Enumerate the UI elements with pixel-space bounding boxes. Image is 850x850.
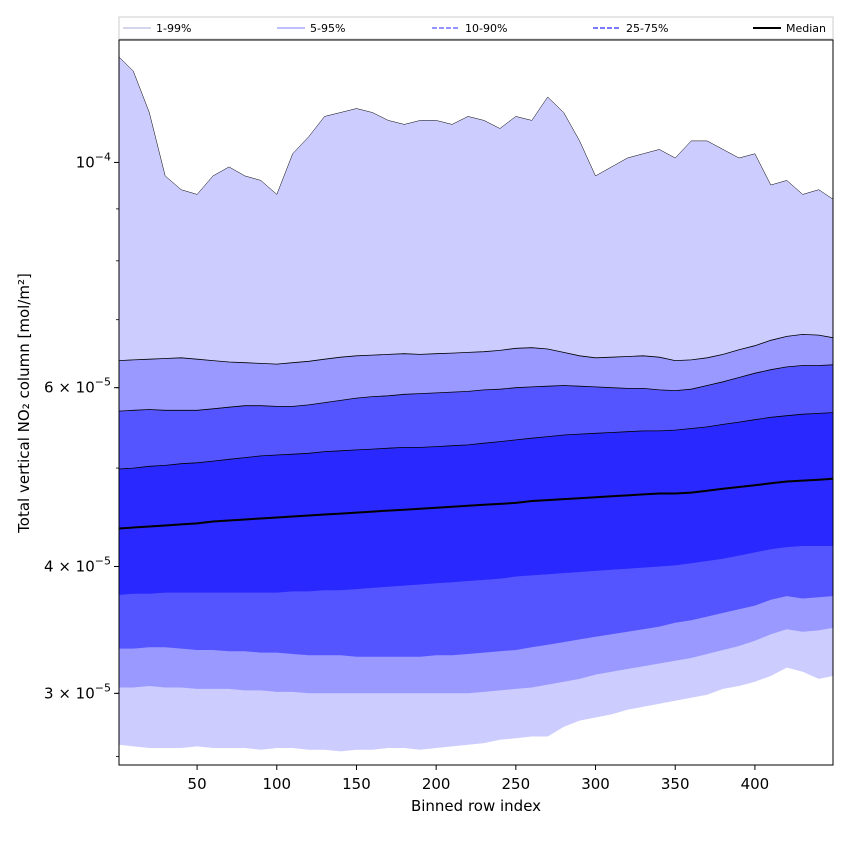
x-tick-label: 150 xyxy=(342,775,371,793)
band-upper-edge-5-95pct xyxy=(119,333,833,365)
legend-label: 25-75% xyxy=(626,22,668,35)
legend-label: 5-95% xyxy=(310,22,345,35)
legend-label: 10-90% xyxy=(465,22,507,35)
y-tick-label: 4 × 10−5 xyxy=(44,554,111,575)
y-tick-label: 6 × 10−5 xyxy=(44,376,111,397)
x-axis-title: Binned row index xyxy=(411,797,541,815)
y-tick-label: 10−4 xyxy=(76,150,111,171)
y-axis-title: Total vertical NO₂ column [mol/m²] xyxy=(15,273,33,534)
legend-label: 1-99% xyxy=(156,22,191,35)
legend: 1-99% 5-95% 10-90% 25-75% Median xyxy=(118,16,834,40)
x-tick-label: 200 xyxy=(422,775,451,793)
legend-box xyxy=(118,16,834,40)
band-upper-edge-1-99pct xyxy=(119,56,833,200)
x-tick-label: 350 xyxy=(661,775,690,793)
x-tick-label: 50 xyxy=(188,775,207,793)
x-tick-label: 300 xyxy=(581,775,610,793)
plot-frame xyxy=(118,39,834,766)
band-upper-edge-10-90pct xyxy=(119,364,833,412)
x-tick-label: 250 xyxy=(502,775,531,793)
legend-label: Median xyxy=(786,22,826,35)
x-tick-label: 400 xyxy=(741,775,770,793)
y-tick-label: 3 × 10−5 xyxy=(44,681,111,702)
median-line xyxy=(119,477,833,530)
x-tick-label: 100 xyxy=(262,775,291,793)
band-upper-edge-25-75pct xyxy=(119,412,833,470)
band-25-75pct xyxy=(119,412,833,595)
